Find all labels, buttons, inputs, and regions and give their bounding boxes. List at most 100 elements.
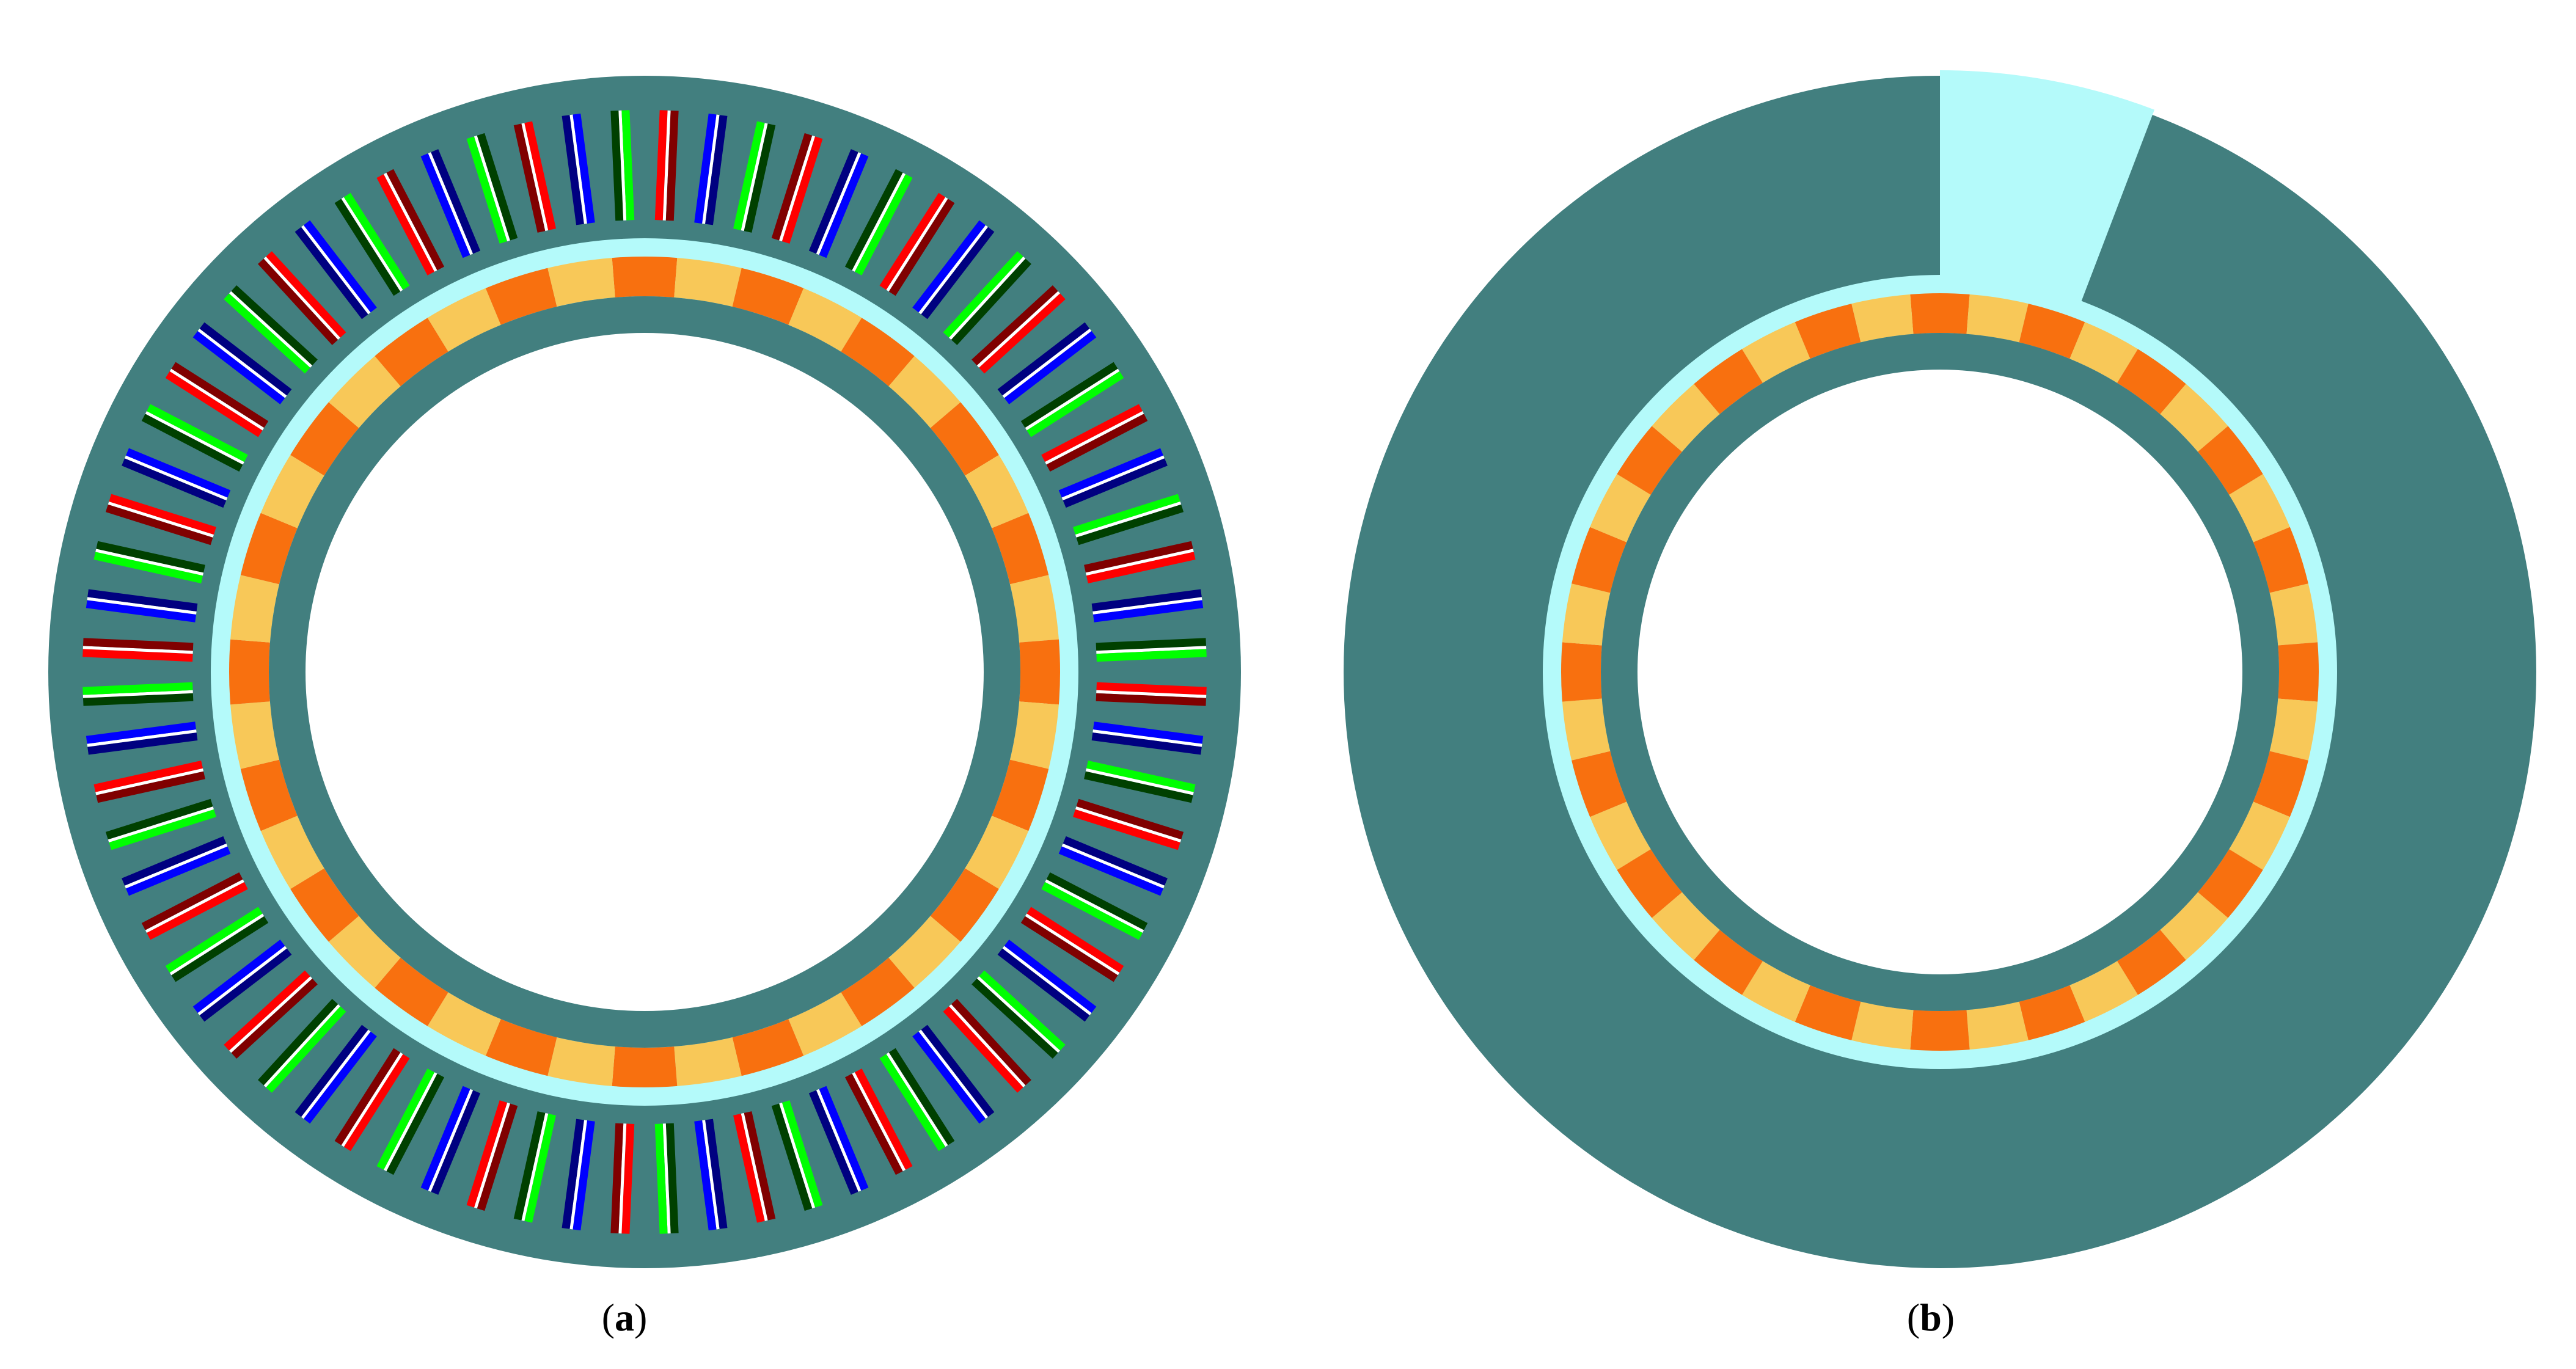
- panel-a-winding-slot: [997, 322, 1097, 404]
- panel-a-coil-conductor: [1073, 494, 1180, 535]
- panel-a-winding-slot: [808, 149, 869, 258]
- panel-a-coil-conductor: [147, 404, 248, 462]
- panel-a-coil-conductor: [341, 197, 403, 292]
- panel-b-magnet-segment: [1694, 349, 1763, 414]
- panel-b-magnet-segment: [2269, 698, 2318, 761]
- panel-a-caption-label: a: [615, 1296, 634, 1339]
- panel-a-coil-conductor: [108, 806, 214, 843]
- panel-b-magnet-segment: [1572, 527, 1627, 593]
- panel-a-winding-slot: [224, 285, 318, 374]
- panel-a-coil-conductor: [383, 1072, 437, 1172]
- panel-a-coil-conductor: [852, 172, 906, 272]
- panel-a-magnet-segment: [732, 1019, 804, 1076]
- panel-a-coil-conductor: [1026, 907, 1124, 973]
- panel-a-coil-conductor: [1002, 946, 1092, 1016]
- panel-a-winding-slot: [610, 110, 635, 221]
- panel-a-winding-slot: [879, 1048, 955, 1152]
- panel-a-coil-conductor: [665, 110, 679, 221]
- panel-a-winding-slot: [165, 907, 269, 982]
- panel-a-coil-conductor: [125, 455, 228, 501]
- panel-a-coil-conductor: [1092, 721, 1204, 744]
- panel-a-coil-conductor: [1041, 404, 1143, 462]
- panel-b-magnet-segment: [1851, 294, 1914, 343]
- panel-a-coil-conductor: [562, 1119, 584, 1229]
- panel-a-coil-conductor: [771, 1103, 813, 1211]
- panel-a-coil-conductor: [171, 362, 269, 428]
- panel-a-coil-conductor: [199, 948, 292, 1022]
- panel-a-winding-slot: [420, 1086, 481, 1195]
- panel-a-motor-cross-section: [48, 76, 1241, 1268]
- panel-a-coil-conductor: [1045, 879, 1144, 933]
- panel-a-coil-conductor: [428, 152, 474, 255]
- panel-a-coil-conductor: [122, 836, 227, 886]
- panel-a-winding-slot: [82, 682, 194, 706]
- panel-a-coil-conductor: [741, 123, 768, 232]
- panel-a-winding-slot: [771, 1100, 823, 1211]
- panel-a-coil-conductor: [949, 257, 1026, 340]
- panel-a-winding-slot: [1073, 798, 1184, 850]
- panel-a-coil-conductor: [295, 227, 368, 319]
- panel-b-magnet-segment: [2198, 849, 2263, 918]
- panel-a-coil-conductor: [702, 114, 720, 224]
- panel-a-winding-slot: [1096, 682, 1207, 706]
- panel-a-coil-conductor: [562, 115, 584, 225]
- panel-a-coil-conductor: [694, 1120, 717, 1231]
- panel-a-coil-conductor: [971, 978, 1058, 1059]
- panel-a-coil-conductor: [145, 411, 244, 465]
- panel-a-coil-conductor: [808, 149, 858, 254]
- panel-a-coil-conductor: [383, 172, 437, 272]
- panel-a-coil-conductor: [199, 322, 292, 396]
- panel-a-coil-conductor: [1096, 649, 1207, 662]
- panel-a-magnet-segment: [240, 759, 298, 831]
- panel-a-winding-slot: [733, 121, 776, 233]
- panel-a-winding-slot: [513, 1111, 556, 1223]
- panel-b-magnet-segment: [1795, 985, 1861, 1040]
- panel-b-magnet-ring: [1561, 293, 2319, 1051]
- panel-a-coil-conductor: [844, 169, 903, 271]
- panel-b-magnet-segment: [2269, 583, 2318, 646]
- panel-a-coil-conductor: [386, 1073, 445, 1175]
- panel-a-magnet-segment: [230, 575, 279, 643]
- panel-a-coil-conductor: [665, 1123, 679, 1234]
- panel-a-coil-conductor: [781, 1100, 823, 1208]
- panel-b-magnet-segment: [1694, 930, 1763, 995]
- panel-a-winding-slot: [122, 448, 231, 508]
- panel-a-coil-conductor: [87, 597, 197, 615]
- panel-a-coil-conductor: [147, 882, 248, 940]
- panel-b-magnet-segment: [1572, 751, 1627, 817]
- panel-a-winding-slot: [971, 970, 1066, 1059]
- panel-a-magnet-segment: [674, 1037, 742, 1086]
- panel-a-coil-conductor: [918, 1029, 989, 1119]
- panel-b-magnet-segment: [1966, 1001, 2029, 1050]
- panel-b-magnet-segment: [1590, 801, 1651, 870]
- panel-a-coil-conductor: [145, 879, 244, 933]
- panel-a-winding-slot: [93, 761, 205, 803]
- panel-a-coil-conductor: [854, 1068, 913, 1170]
- panel-a-coil-conductor: [1004, 330, 1097, 404]
- panel-a-magnet-segment: [485, 1019, 557, 1076]
- panel-a-winding-slot: [1041, 872, 1148, 940]
- panel-a-magnet-segment: [328, 356, 401, 428]
- panel-a-coil-conductor: [376, 174, 435, 276]
- panel-a-coil-conductor: [1086, 761, 1196, 792]
- panel-b-magnet-segment: [2117, 349, 2186, 414]
- panel-b-magnet-segment: [2160, 384, 2228, 452]
- panel-a-magnet-segment: [375, 318, 448, 387]
- panel-a-coil-conductor: [303, 220, 377, 313]
- panel-a-coil-conductor: [229, 976, 313, 1053]
- panel-a-coil-conductor: [87, 729, 197, 747]
- panel-a-winding-slot: [1020, 362, 1124, 437]
- panel-a-coil-conductor: [263, 1004, 340, 1087]
- panel-a-coil-conductor: [109, 494, 216, 535]
- panel-a-magnet-segment: [888, 916, 961, 988]
- panel-a-coil-conductor: [918, 225, 989, 315]
- panel-a-coil-conductor: [1096, 646, 1207, 654]
- panel-a-winding-slot: [376, 169, 445, 276]
- panel-a-winding-slot: [1084, 761, 1196, 803]
- panel-a-magnet-segment: [485, 268, 557, 325]
- panel-a-coil-conductor: [610, 110, 624, 221]
- panel-a-coil-conductor: [1086, 552, 1196, 583]
- panel-a-coil-conductor: [231, 978, 318, 1059]
- panel-a-winding-slot: [258, 251, 346, 345]
